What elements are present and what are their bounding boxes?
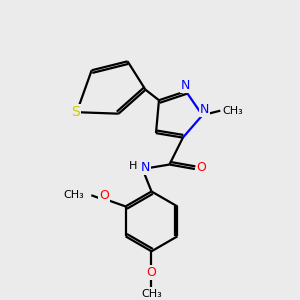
Text: CH₃: CH₃ xyxy=(222,106,243,116)
Text: CH₃: CH₃ xyxy=(63,190,84,200)
Text: S: S xyxy=(71,105,80,119)
Text: N: N xyxy=(181,80,190,92)
Text: O: O xyxy=(147,266,156,279)
Text: N: N xyxy=(200,103,209,116)
Text: O: O xyxy=(99,188,109,202)
Text: H: H xyxy=(129,161,138,171)
Text: N: N xyxy=(141,161,150,174)
Text: O: O xyxy=(196,161,206,174)
Text: CH₃: CH₃ xyxy=(141,289,162,299)
